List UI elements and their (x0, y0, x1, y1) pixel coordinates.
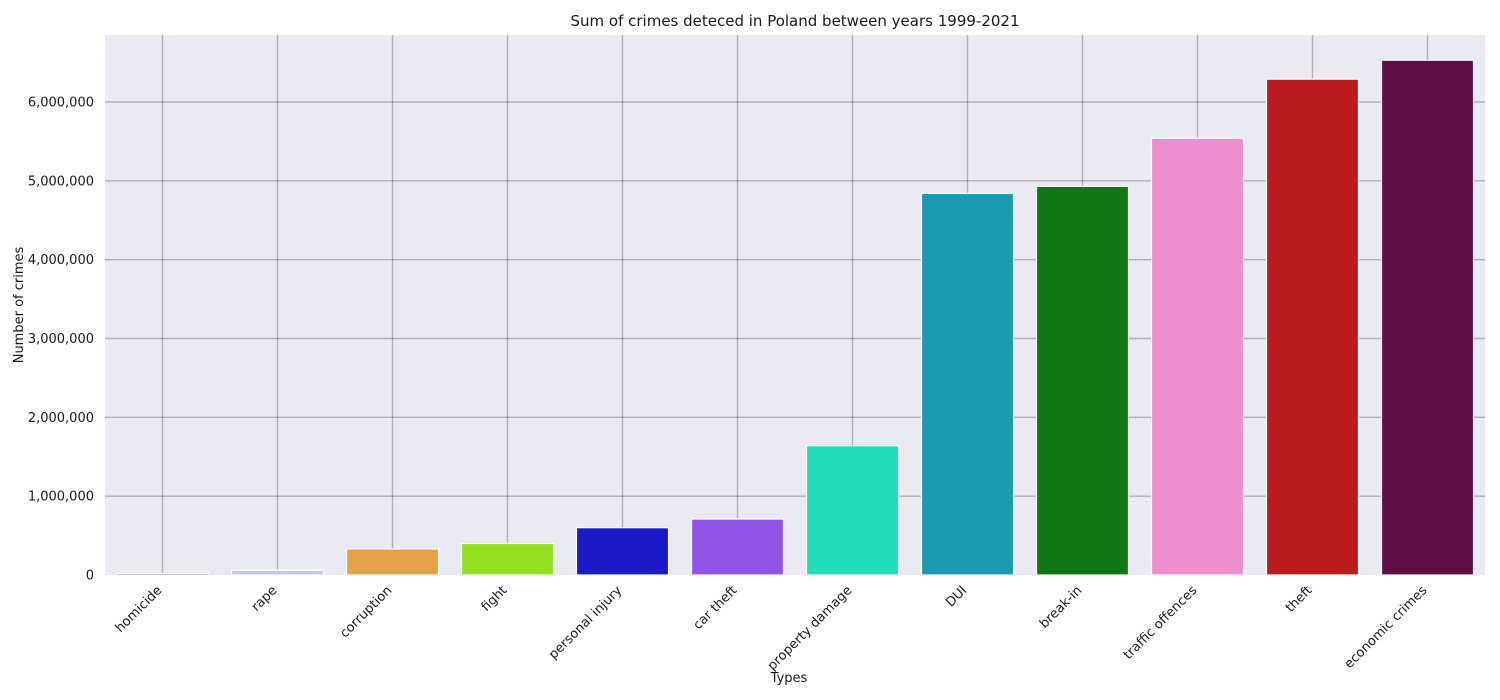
chart-title: Sum of crimes deteced in Poland between … (571, 12, 1020, 30)
x-tick-label: property damage (765, 583, 855, 673)
bar-property-damage (805, 445, 900, 576)
x-tick-label: corruption (337, 583, 395, 641)
x-tick-label: homicide (113, 583, 166, 636)
bar-personal-injury (575, 527, 670, 576)
x-tick-label: break-in (1037, 583, 1085, 631)
y-tick-label: 6,000,000 (28, 96, 94, 111)
x-tick-label: economic crimes (1342, 583, 1431, 672)
x-tick-label: personal injury (546, 583, 625, 662)
bar-fight (460, 542, 555, 576)
y-tick-label: 3,000,000 (28, 332, 94, 347)
bar-DUI (920, 192, 1015, 576)
x-tick-label: fight (479, 583, 511, 615)
x-tick-label: DUI (943, 583, 970, 610)
y-axis-label: Number of crimes (12, 246, 27, 363)
x-tick-label: car theft (691, 583, 741, 633)
plot-area (105, 35, 1485, 575)
x-tick-label: traffic offences (1121, 583, 1201, 663)
x-axis-label: Types (770, 671, 808, 686)
y-tick-label: 0 (86, 569, 94, 584)
x-tick-label: theft (1283, 583, 1315, 615)
bar-traffic-offences (1150, 137, 1245, 576)
bar-homicide (115, 572, 210, 576)
bar-corruption (345, 548, 440, 576)
y-tick-label: 1,000,000 (28, 490, 94, 505)
y-tick-label: 2,000,000 (28, 411, 94, 426)
bar-rape (230, 569, 325, 576)
bar-break-in (1035, 185, 1130, 576)
x-tick-label: rape (249, 583, 281, 615)
y-tick-label: 4,000,000 (28, 253, 94, 268)
bar-theft (1265, 78, 1360, 576)
bar-car-theft (690, 518, 785, 576)
bar-economic-crimes (1380, 59, 1475, 576)
y-tick-label: 5,000,000 (28, 174, 94, 189)
